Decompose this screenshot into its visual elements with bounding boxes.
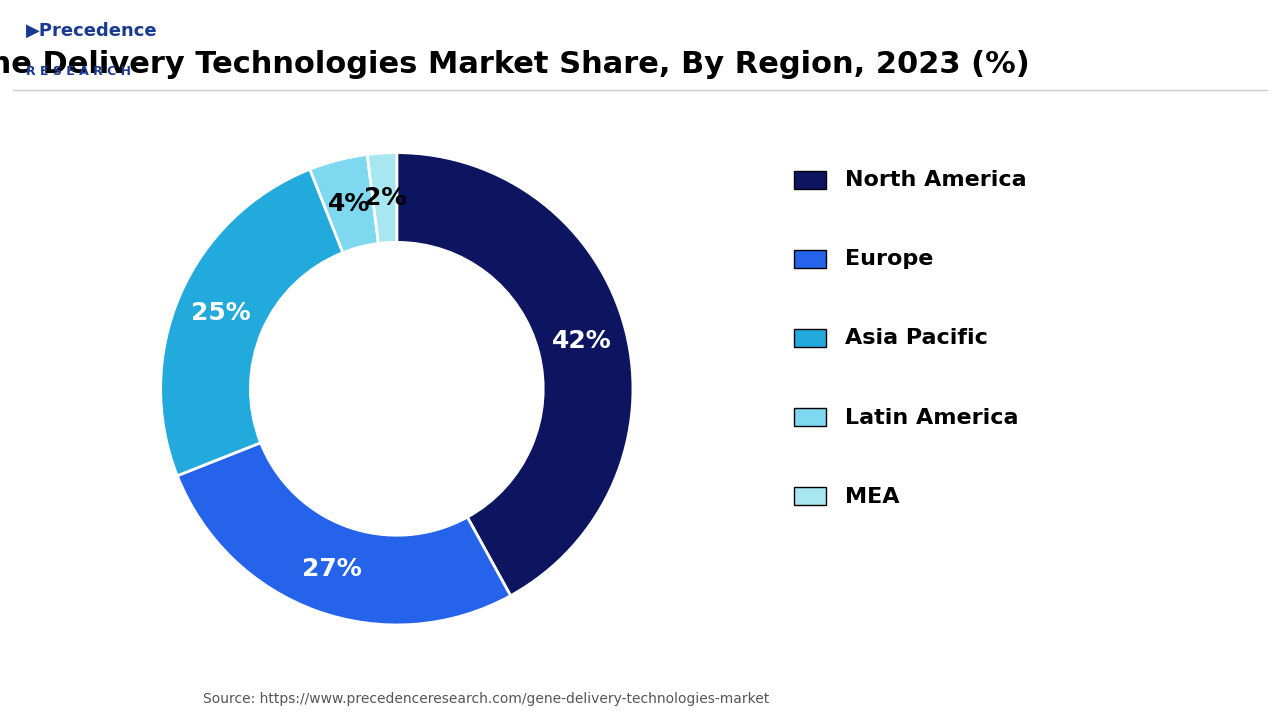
- Wedge shape: [310, 155, 379, 253]
- Text: Latin America: Latin America: [845, 408, 1019, 428]
- Text: ▶Precedence: ▶Precedence: [26, 22, 157, 40]
- Wedge shape: [367, 153, 397, 243]
- Text: 42%: 42%: [552, 329, 612, 354]
- Text: 27%: 27%: [302, 557, 362, 581]
- Text: Europe: Europe: [845, 249, 933, 269]
- Text: Gene Delivery Technologies Market Share, By Region, 2023 (%): Gene Delivery Technologies Market Share,…: [0, 50, 1029, 79]
- Text: MEA: MEA: [845, 487, 900, 507]
- Text: Source: https://www.precedenceresearch.com/gene-delivery-technologies-market: Source: https://www.precedenceresearch.c…: [204, 692, 769, 706]
- Wedge shape: [161, 169, 343, 476]
- Wedge shape: [397, 153, 632, 595]
- Text: 2%: 2%: [364, 186, 406, 210]
- Text: 25%: 25%: [192, 301, 251, 325]
- Text: R E S E A R C H: R E S E A R C H: [26, 65, 131, 78]
- Text: 4%: 4%: [328, 192, 370, 215]
- Text: North America: North America: [845, 170, 1027, 190]
- Wedge shape: [177, 443, 511, 625]
- Text: Asia Pacific: Asia Pacific: [845, 328, 988, 348]
